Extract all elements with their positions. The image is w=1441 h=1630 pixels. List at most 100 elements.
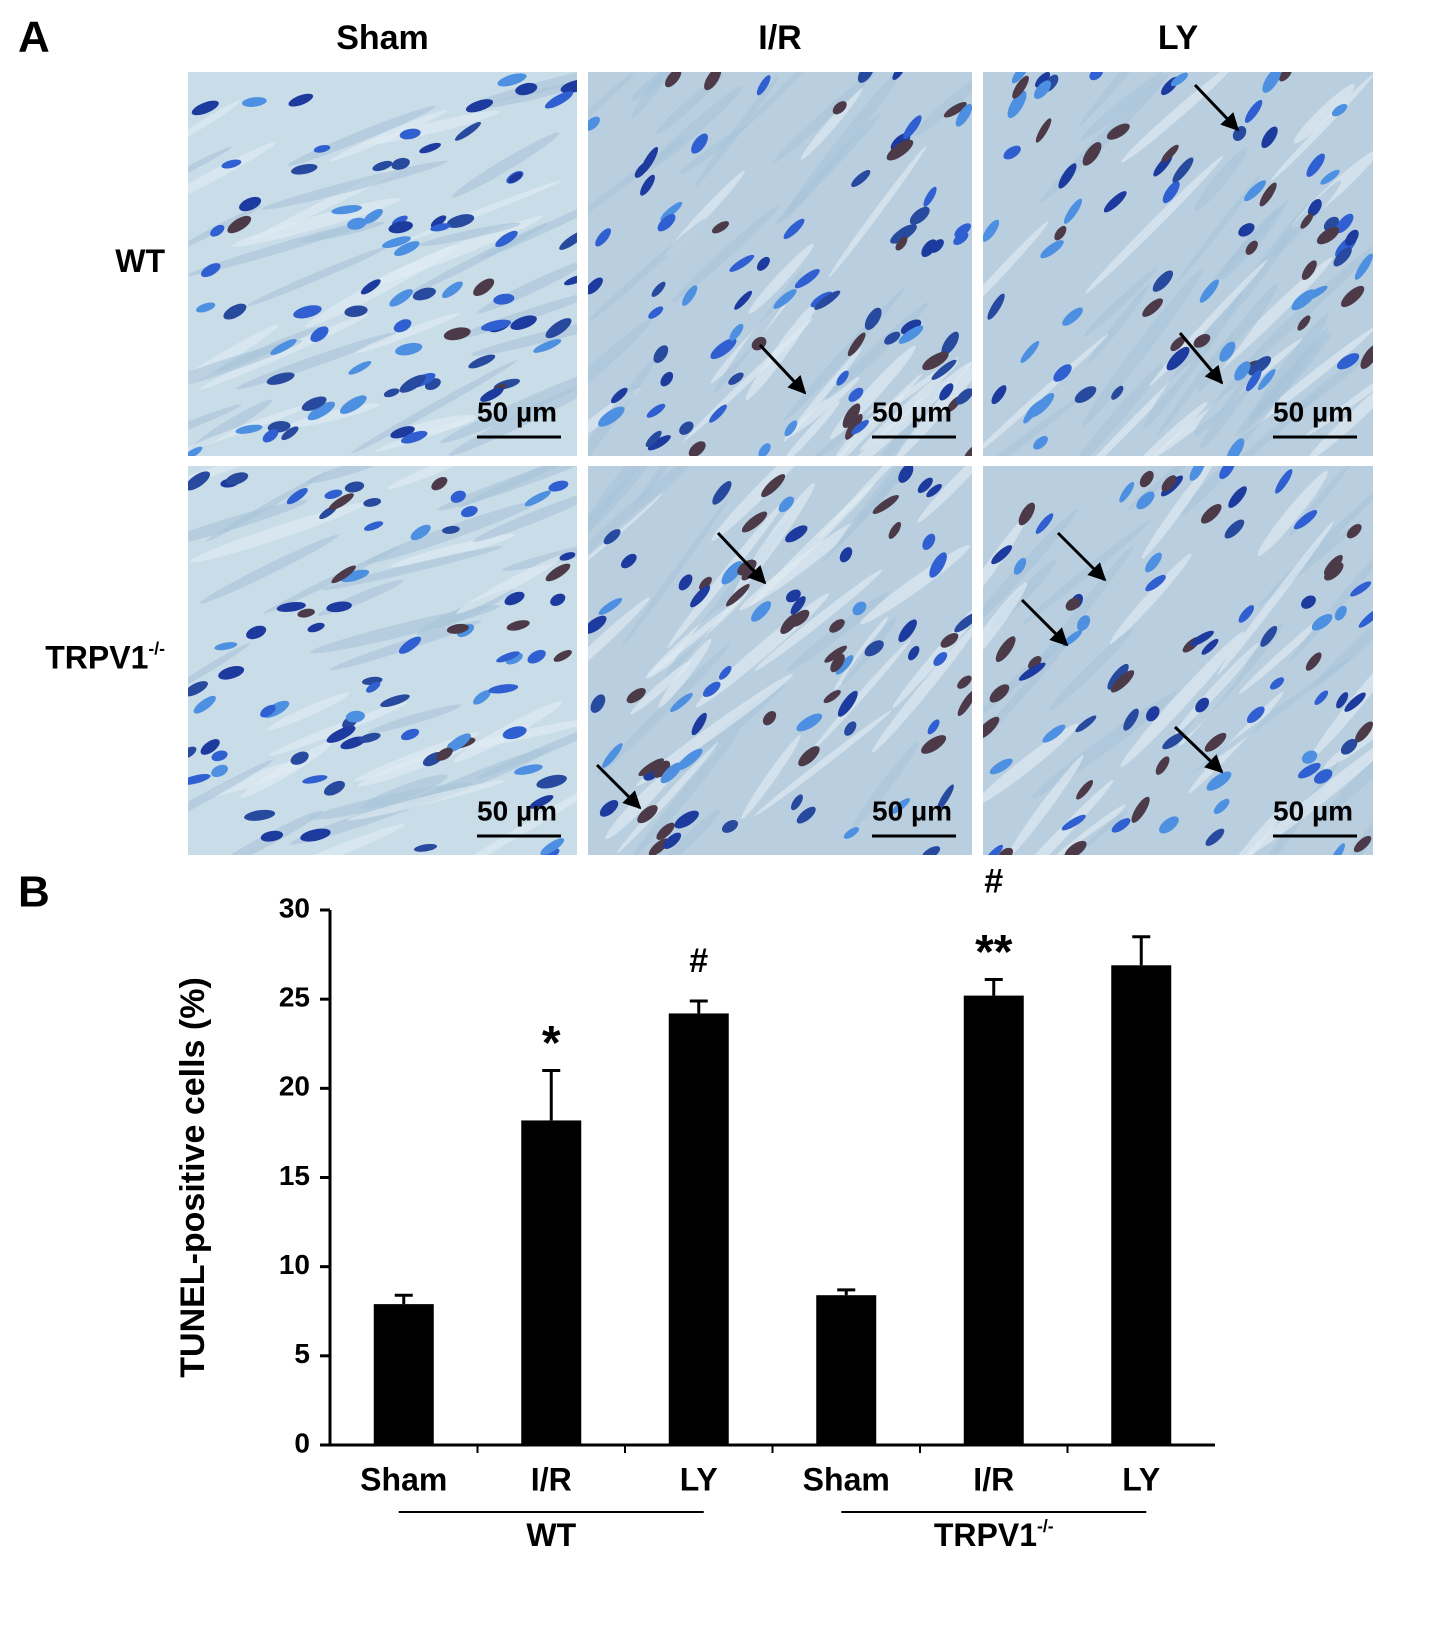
x-tick-label: Sham: [803, 1461, 890, 1497]
nucleus: [1205, 828, 1225, 846]
nucleus: [344, 481, 365, 493]
nucleus: [922, 533, 936, 550]
nucleus: [326, 725, 356, 743]
nucleus: [1360, 344, 1373, 369]
nucleus: [496, 651, 520, 663]
nucleus: [301, 396, 327, 412]
nucleus: [1344, 692, 1366, 712]
nucleus: [872, 494, 899, 514]
nucleus: [991, 545, 1013, 565]
nucleus: [762, 711, 777, 726]
nucleus: [200, 739, 220, 755]
scale-bar-label: 50 µm: [872, 795, 952, 826]
nucleus: [1244, 99, 1263, 123]
nucleus: [784, 420, 798, 437]
micrograph: 50 µm: [983, 72, 1373, 456]
nucleus: [626, 688, 646, 704]
nucleus: [363, 208, 383, 224]
nucleus: [446, 214, 475, 228]
fiber: [1208, 200, 1289, 288]
nucleus: [1307, 199, 1322, 217]
x-tick-label: I/R: [531, 1461, 572, 1497]
nucleus: [737, 559, 757, 576]
nucleus: [419, 142, 441, 154]
nucleus: [493, 293, 515, 305]
nucleus: [756, 256, 770, 271]
nucleus: [1350, 581, 1372, 597]
fiber: [1120, 631, 1245, 768]
x-tick-label: LY: [680, 1461, 718, 1497]
micrograph: 50 µm: [983, 466, 1373, 855]
nucleus: [796, 713, 823, 732]
nucleus: [436, 747, 453, 761]
significance-mark: #: [984, 863, 1003, 901]
fiber: [1021, 519, 1152, 625]
fiber: [188, 500, 308, 549]
scale-bar-label: 50 µm: [1273, 396, 1353, 427]
y-tick-label: 30: [279, 892, 310, 923]
fiber: [269, 702, 408, 756]
nucleus: [281, 426, 299, 441]
x-tick-label: LY: [1122, 1461, 1160, 1497]
nucleus: [1035, 72, 1051, 88]
nucleus: [497, 73, 527, 87]
fiber: [452, 132, 560, 198]
micrograph: 50 µm: [188, 72, 577, 456]
fiber: [1293, 83, 1355, 144]
scale-bar-label: 50 µm: [872, 396, 952, 427]
nucleus: [640, 174, 655, 196]
fiber: [188, 404, 242, 447]
nucleus: [1139, 470, 1154, 488]
nucleus: [830, 653, 845, 673]
nucleus: [443, 327, 471, 341]
fiber: [267, 692, 350, 731]
nucleus: [340, 569, 370, 583]
fiber: [188, 100, 241, 149]
fiber: [1082, 268, 1203, 426]
nucleus: [660, 371, 674, 387]
nucleus: [926, 483, 942, 498]
nucleus: [909, 206, 930, 225]
nucleus: [1300, 213, 1314, 229]
scale-bar-label: 50 µm: [1273, 795, 1353, 826]
nucleus: [780, 613, 799, 635]
nucleus: [1340, 285, 1365, 308]
nucleus: [783, 218, 805, 240]
error-bar: [1132, 935, 1151, 966]
nucleus: [653, 345, 669, 363]
nucleus: [241, 97, 267, 107]
fiber: [246, 246, 389, 307]
nucleus: [682, 285, 698, 306]
nucleus: [398, 636, 422, 654]
nucleus: [393, 241, 420, 256]
group-label-base: TRPV1: [934, 1517, 1037, 1553]
fiber: [754, 710, 892, 816]
nucleus: [529, 795, 554, 809]
fiber: [1178, 174, 1262, 282]
nucleus: [1306, 153, 1325, 177]
row-label-base: TRPV1: [45, 640, 148, 676]
nucleus: [524, 490, 551, 507]
nucleus: [989, 684, 1010, 703]
fiber: [1083, 267, 1158, 338]
fiber: [351, 360, 517, 454]
fiber: [748, 243, 814, 314]
nucleus: [987, 293, 1005, 320]
fiber: [838, 466, 961, 544]
nucleus: [891, 798, 910, 814]
fiber: [631, 72, 700, 101]
nucleus: [445, 733, 471, 753]
error-bar: [394, 1293, 413, 1305]
fiber: [1080, 72, 1164, 141]
fiber: [894, 312, 972, 456]
nucleus: [1189, 466, 1205, 481]
fiber: [1191, 657, 1351, 775]
nucleus: [211, 764, 228, 778]
nucleus: [331, 565, 356, 584]
nucleus: [824, 645, 847, 663]
fiber: [1141, 466, 1217, 560]
fiber: [1246, 730, 1373, 855]
nucleus: [345, 710, 365, 723]
nucleus: [1155, 756, 1170, 775]
fiber: [448, 372, 577, 456]
